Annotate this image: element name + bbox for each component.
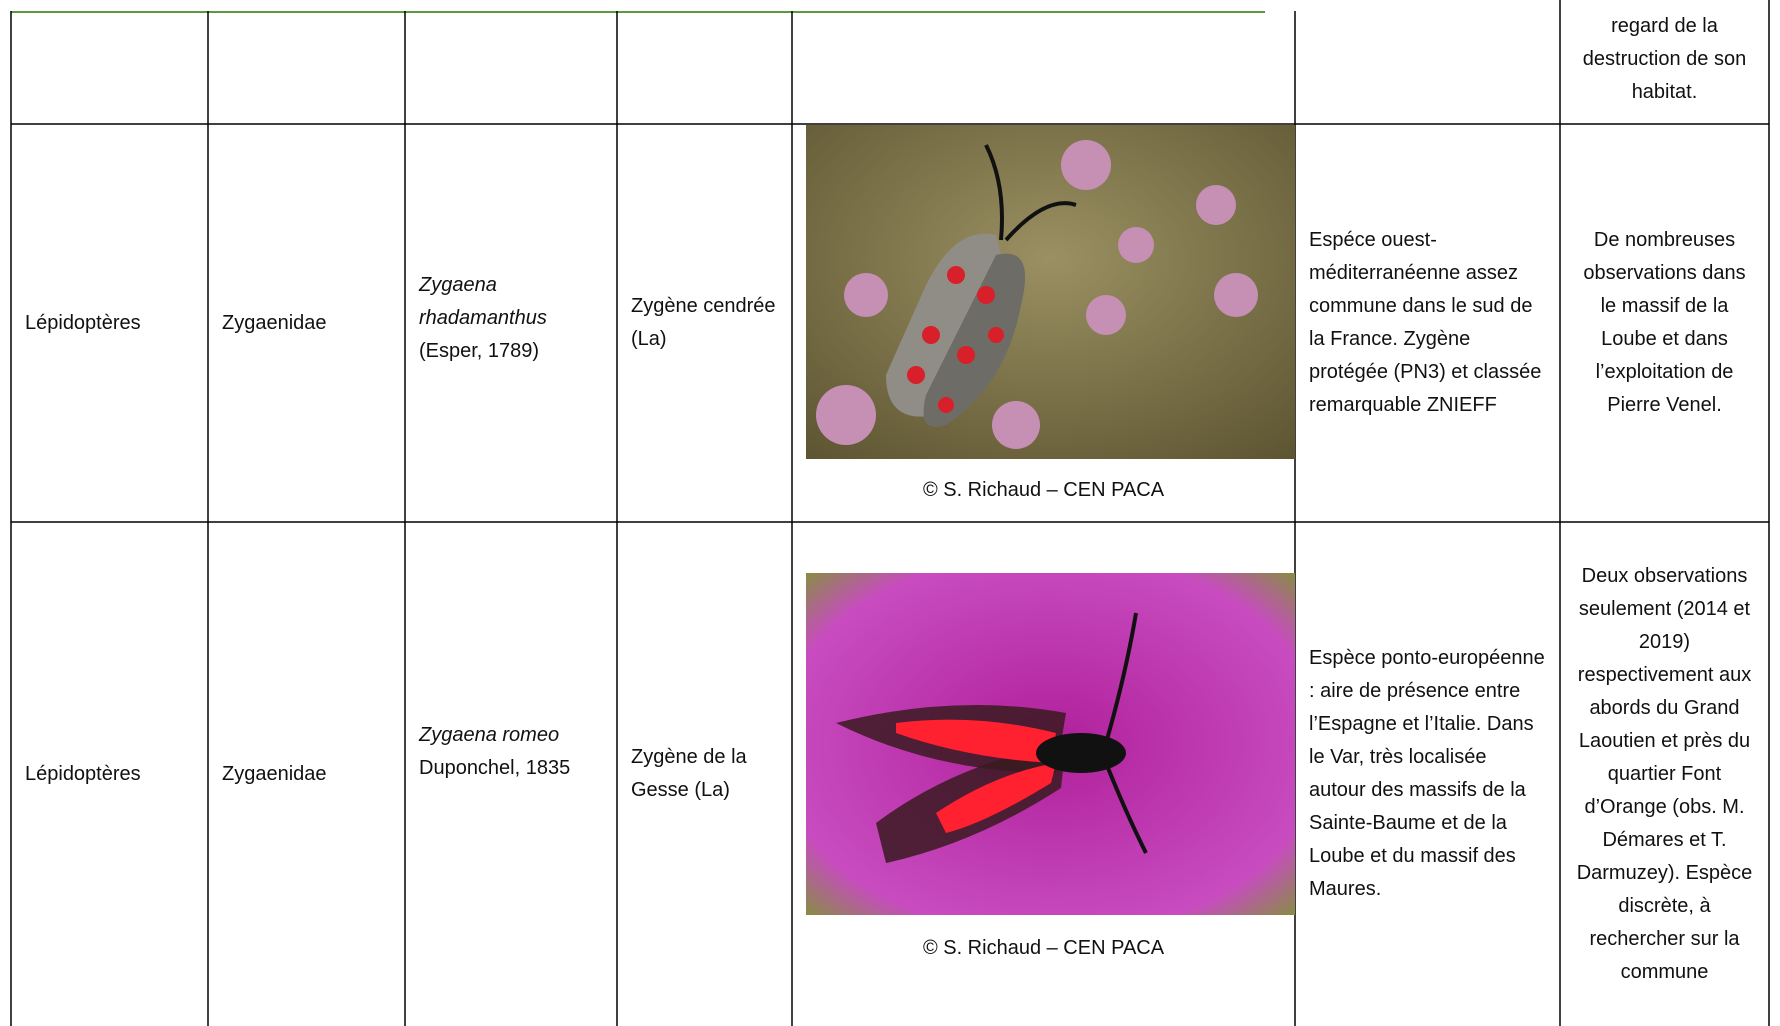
remark: regard de la destruction de son habitat. <box>1582 15 1747 103</box>
photo <box>806 573 1295 915</box>
common-name: Zygène de la Gesse (La) <box>631 746 747 801</box>
author: (Esper, 1789) <box>419 340 540 362</box>
scientific-name: Zygaena rhadamanthus <box>419 274 547 329</box>
photo <box>806 125 1295 459</box>
species: Zygaena romeo Duponchel, 1835 <box>405 522 617 1026</box>
remark: Deux observations seulement (2014 et 201… <box>1576 564 1753 983</box>
order: Lépidoptères <box>25 762 141 785</box>
family: Zygaenidae <box>222 311 327 334</box>
species: Zygaena rhadamanthus (Esper, 1789) <box>405 124 617 522</box>
scientific-name: Zygaena romeo <box>419 724 560 746</box>
status: Espéce ouest-méditerranéenne assez commu… <box>1309 229 1542 416</box>
order: Lépidoptères <box>25 311 141 334</box>
photo-credit: © S. Richaud – CEN PACA <box>922 478 1165 501</box>
remark: De nombreuses observations dans le massi… <box>1583 229 1746 416</box>
status: Espèce ponto-européenne : aire de présen… <box>1309 647 1545 900</box>
common-name: Zygène cendrée (La) <box>631 295 776 350</box>
photo-credit: © S. Richaud – CEN PACA <box>922 936 1165 959</box>
author: Duponchel, 1835 <box>419 757 571 779</box>
family: Zygaenidae <box>222 762 327 785</box>
